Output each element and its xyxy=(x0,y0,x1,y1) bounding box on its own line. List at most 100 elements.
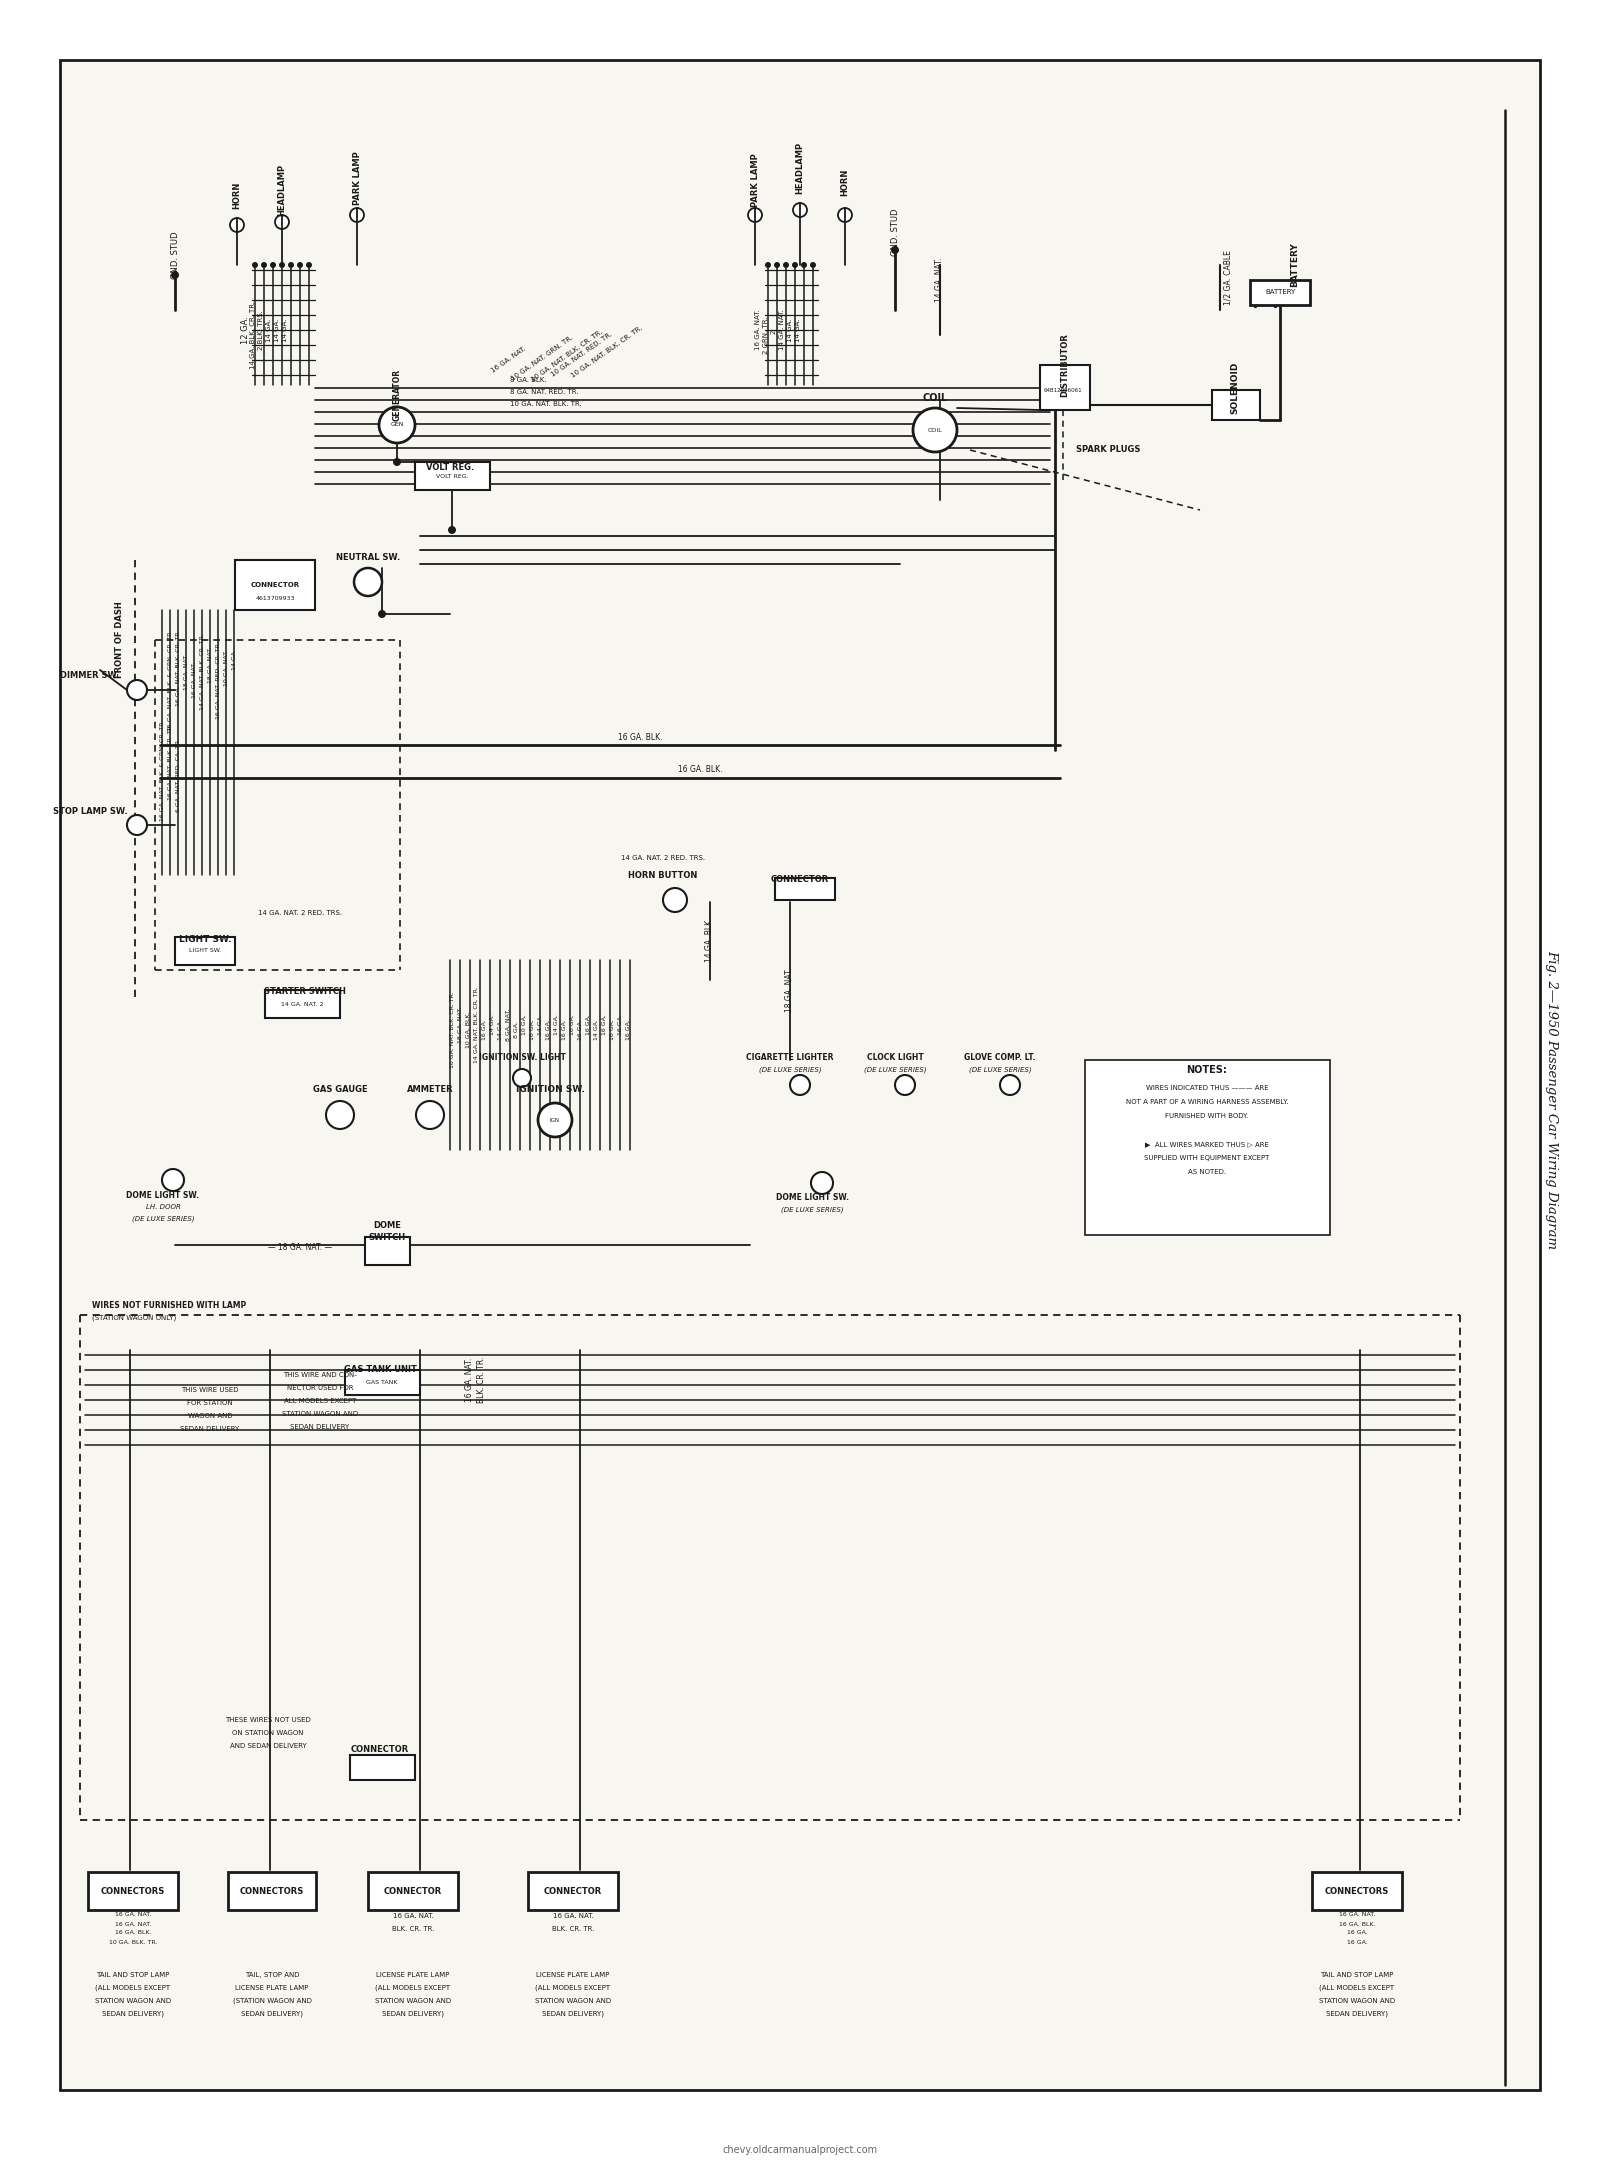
Text: 16 GA. NAT.: 16 GA. NAT. xyxy=(466,1357,475,1402)
Text: (STATION WAGON ONLY): (STATION WAGON ONLY) xyxy=(93,1316,176,1322)
Text: 14 GA.: 14 GA. xyxy=(787,318,794,342)
Text: 16 GA. NAT.: 16 GA. NAT. xyxy=(755,309,762,351)
Text: 2 BLK. TRS.: 2 BLK. TRS. xyxy=(258,309,264,351)
Text: DIMMER SW.: DIMMER SW. xyxy=(61,671,120,679)
Text: 10 GA.: 10 GA. xyxy=(523,1015,528,1034)
Text: 16 GA. NAT. BLK. CR. TR.: 16 GA. NAT. BLK. CR. TR. xyxy=(451,991,456,1069)
Circle shape xyxy=(811,1173,834,1195)
Text: SEDAN DELIVERY): SEDAN DELIVERY) xyxy=(102,2010,165,2017)
Text: 10 GA. BLK. TR.: 10 GA. BLK. TR. xyxy=(109,1939,157,1945)
Text: BLK. CR. TR.: BLK. CR. TR. xyxy=(552,1926,594,1932)
Text: 14 GA. BLK. CR. TR.: 14 GA. BLK. CR. TR. xyxy=(250,301,256,370)
Text: STATION WAGON AND: STATION WAGON AND xyxy=(282,1411,358,1417)
Bar xyxy=(88,1872,178,1911)
Text: (DE LUXE SERIES): (DE LUXE SERIES) xyxy=(758,1067,821,1073)
Text: CLOCK LIGHT: CLOCK LIGHT xyxy=(867,1054,923,1063)
Text: BLK. CR. TR.: BLK. CR. TR. xyxy=(477,1357,486,1402)
Text: 16 GA. BLK.: 16 GA. BLK. xyxy=(678,766,722,775)
Bar xyxy=(1040,366,1090,409)
Circle shape xyxy=(782,262,789,268)
Text: chevy.oldcarmanualproject.com: chevy.oldcarmanualproject.com xyxy=(723,2145,877,2155)
Text: 16 GA. BLK.: 16 GA. BLK. xyxy=(115,1930,152,1935)
Circle shape xyxy=(914,409,957,452)
Text: Fig. 2—1950 Passenger Car Wiring Diagram: Fig. 2—1950 Passenger Car Wiring Diagram xyxy=(1546,950,1558,1249)
Text: STATION WAGON AND: STATION WAGON AND xyxy=(1318,1997,1395,2004)
Text: 4613709933: 4613709933 xyxy=(254,595,294,599)
Circle shape xyxy=(253,262,258,268)
Text: ALL MODELS EXCEPT: ALL MODELS EXCEPT xyxy=(283,1398,357,1404)
Text: 16 GA.: 16 GA. xyxy=(619,1015,624,1034)
Text: 14 GA. NAT. BLK. CR. TR.: 14 GA. NAT. BLK. CR. TR. xyxy=(475,987,480,1063)
Text: LICENSE PLATE LAMP: LICENSE PLATE LAMP xyxy=(536,1971,610,1978)
Text: 2: 2 xyxy=(771,329,778,333)
Text: 16 GA.: 16 GA. xyxy=(563,1019,568,1041)
Circle shape xyxy=(416,1101,445,1130)
Text: CIGARETTE LIGHTER: CIGARETTE LIGHTER xyxy=(746,1054,834,1063)
Circle shape xyxy=(126,679,147,699)
Text: LIGHT SW.: LIGHT SW. xyxy=(179,935,232,944)
Text: 14 GA.: 14 GA. xyxy=(274,318,280,342)
Text: GEN: GEN xyxy=(390,422,403,428)
Circle shape xyxy=(350,208,365,223)
Text: 14 GA.: 14 GA. xyxy=(595,1019,600,1041)
Text: TAIL AND STOP LAMP: TAIL AND STOP LAMP xyxy=(1320,1971,1394,1978)
Text: 6 GA. NAT. RED. CA. TR.: 6 GA. NAT. RED. CA. TR. xyxy=(176,738,181,812)
Text: CONNECTOR: CONNECTOR xyxy=(544,1887,602,1896)
Text: STATION WAGON AND: STATION WAGON AND xyxy=(534,1997,611,2004)
Text: 10 GA. NAT. BLK. CR. TR.: 10 GA. NAT. BLK. CR. TR. xyxy=(570,325,643,379)
Circle shape xyxy=(792,262,798,268)
Text: 16 GA. NAT.: 16 GA. NAT. xyxy=(115,1913,150,1917)
Text: IGNITION SW. LIGHT: IGNITION SW. LIGHT xyxy=(478,1054,565,1063)
Bar xyxy=(365,1238,410,1266)
Text: SEDAN DELIVERY): SEDAN DELIVERY) xyxy=(242,2010,302,2017)
Text: NECTOR USED FOR: NECTOR USED FOR xyxy=(286,1385,354,1391)
Circle shape xyxy=(275,214,290,229)
Text: 16 GA.: 16 GA. xyxy=(1347,1930,1368,1935)
Bar xyxy=(528,1872,618,1911)
Bar xyxy=(1213,390,1261,420)
Circle shape xyxy=(326,1101,354,1130)
Circle shape xyxy=(261,262,267,268)
Circle shape xyxy=(162,1169,184,1190)
Text: SEDAN DELIVERY): SEDAN DELIVERY) xyxy=(382,2010,445,2017)
Text: GAS TANK: GAS TANK xyxy=(366,1378,398,1385)
Text: LICENSE PLATE LAMP: LICENSE PLATE LAMP xyxy=(235,1984,309,1991)
Text: 2 GRN. TR.: 2 GRN. TR. xyxy=(763,316,770,353)
Text: PARK LAMP: PARK LAMP xyxy=(750,154,760,208)
Circle shape xyxy=(270,262,277,268)
Bar xyxy=(235,560,315,610)
Text: COIL: COIL xyxy=(922,394,947,403)
Text: 8 GA. NAT.: 8 GA. NAT. xyxy=(507,1008,512,1041)
Text: 10 GA. BLK.: 10 GA. BLK. xyxy=(467,1013,472,1047)
Circle shape xyxy=(306,262,312,268)
Text: 14 GA.: 14 GA. xyxy=(499,1019,504,1041)
Circle shape xyxy=(891,247,899,253)
Text: TAIL AND STOP LAMP: TAIL AND STOP LAMP xyxy=(96,1971,170,1978)
Text: 16 GA. NAT.: 16 GA. NAT. xyxy=(490,346,526,374)
Text: 16 GA. NAT. BLK. CR. TR.: 16 GA. NAT. BLK. CR. TR. xyxy=(168,723,173,801)
Circle shape xyxy=(1000,1076,1021,1095)
Text: WIRES INDICATED THUS ——— ARE: WIRES INDICATED THUS ——— ARE xyxy=(1146,1084,1269,1091)
Text: DOME LIGHT SW.: DOME LIGHT SW. xyxy=(776,1195,848,1203)
Text: AND SEDAN DELIVERY: AND SEDAN DELIVERY xyxy=(230,1742,306,1749)
Text: 10 GA. NAT.: 10 GA. NAT. xyxy=(224,649,229,686)
Text: 10 GA. NAT. RED. TR.: 10 GA. NAT. RED. TR. xyxy=(550,331,613,377)
Text: SEDAN DELIVERY): SEDAN DELIVERY) xyxy=(542,2010,605,2017)
Circle shape xyxy=(171,270,179,279)
Text: GAS TANK UNIT: GAS TANK UNIT xyxy=(344,1365,416,1374)
Text: 14 GA. BLK.: 14 GA. BLK. xyxy=(706,918,715,963)
Text: 8 GA. BLK.: 8 GA. BLK. xyxy=(510,377,547,383)
Text: 8 GA.: 8 GA. xyxy=(515,1021,520,1039)
Text: 14 GA.: 14 GA. xyxy=(266,318,272,342)
Bar xyxy=(414,461,490,489)
Text: NEUTRAL SW.: NEUTRAL SW. xyxy=(336,554,400,563)
Text: 16 GA. NAT. BLK. & GRN. CR. TR.: 16 GA. NAT. BLK. & GRN. CR. TR. xyxy=(160,718,165,820)
Text: SEDAN DELIVERY: SEDAN DELIVERY xyxy=(181,1426,240,1433)
Text: 12 GA.: 12 GA. xyxy=(240,316,250,344)
Text: HEADLAMP: HEADLAMP xyxy=(277,164,286,216)
Text: COIL: COIL xyxy=(928,428,942,433)
Text: LH. DOOR: LH. DOOR xyxy=(146,1203,181,1210)
Circle shape xyxy=(278,262,285,268)
Text: (DE LUXE SERIES): (DE LUXE SERIES) xyxy=(781,1208,843,1214)
Text: 14 GA.: 14 GA. xyxy=(795,318,802,342)
